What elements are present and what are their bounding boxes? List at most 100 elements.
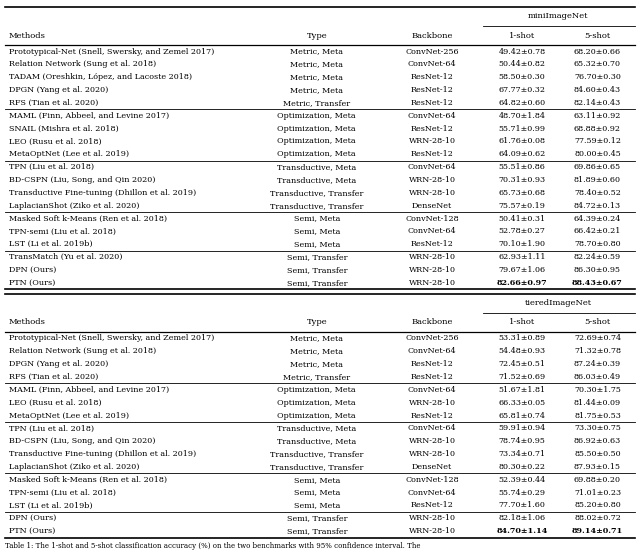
Text: 5-shot: 5-shot (584, 319, 611, 326)
Text: DPN (Ours): DPN (Ours) (9, 514, 56, 522)
Text: Semi, Meta: Semi, Meta (294, 240, 340, 248)
Text: 50.44±0.82: 50.44±0.82 (499, 60, 546, 69)
Text: Metric, Meta: Metric, Meta (291, 335, 343, 342)
Text: Metric, Transfer: Metric, Transfer (284, 373, 350, 381)
Text: WRN-28-10: WRN-28-10 (408, 514, 456, 522)
Text: Prototypical-Net (Snell, Swersky, and Zemel 2017): Prototypical-Net (Snell, Swersky, and Ze… (9, 48, 214, 56)
Text: 59.91±0.94: 59.91±0.94 (499, 424, 546, 432)
Text: Metric, Meta: Metric, Meta (291, 86, 343, 94)
Text: 68.20±0.66: 68.20±0.66 (574, 48, 621, 56)
Text: 55.71±0.99: 55.71±0.99 (499, 124, 546, 133)
Text: TransMatch (Yu et al. 2020): TransMatch (Yu et al. 2020) (9, 253, 122, 261)
Text: ResNet-12: ResNet-12 (411, 240, 453, 248)
Text: Semi, Meta: Semi, Meta (294, 215, 340, 222)
Text: Type: Type (307, 319, 327, 326)
Text: 49.42±0.78: 49.42±0.78 (499, 48, 546, 56)
Text: ConvNet-64: ConvNet-64 (408, 112, 456, 120)
Text: Transductive, Transfer: Transductive, Transfer (270, 463, 364, 471)
Text: 55.51±0.86: 55.51±0.86 (499, 163, 546, 171)
Text: ResNet-12: ResNet-12 (411, 411, 453, 420)
Text: LST (Li et al. 2019b): LST (Li et al. 2019b) (9, 240, 93, 248)
Text: Transductive, Transfer: Transductive, Transfer (270, 189, 364, 197)
Text: 85.20±0.80: 85.20±0.80 (574, 502, 621, 509)
Text: TPN-semi (Liu et al. 2018): TPN-semi (Liu et al. 2018) (9, 488, 116, 497)
Text: 1-shot: 1-shot (509, 32, 536, 39)
Text: 81.75±0.53: 81.75±0.53 (574, 411, 621, 420)
Text: ResNet-12: ResNet-12 (411, 124, 453, 133)
Text: Optimization, Meta: Optimization, Meta (278, 386, 356, 394)
Text: MAML (Finn, Abbeel, and Levine 2017): MAML (Finn, Abbeel, and Levine 2017) (9, 112, 169, 120)
Text: 53.31±0.89: 53.31±0.89 (499, 335, 546, 342)
Text: 66.33±0.05: 66.33±0.05 (499, 399, 546, 406)
Text: ResNet-12: ResNet-12 (411, 373, 453, 381)
Text: SNAIL (Mishra et al. 2018): SNAIL (Mishra et al. 2018) (9, 124, 118, 133)
Text: 64.39±0.24: 64.39±0.24 (573, 215, 621, 222)
Text: Type: Type (307, 32, 327, 39)
Text: LEO (Rusu et al. 2018): LEO (Rusu et al. 2018) (9, 399, 102, 406)
Text: WRN-28-10: WRN-28-10 (408, 138, 456, 145)
Text: ConvNet-256: ConvNet-256 (405, 335, 459, 342)
Text: Masked Soft k-Means (Ren et al. 2018): Masked Soft k-Means (Ren et al. 2018) (9, 476, 167, 484)
Text: DenseNet: DenseNet (412, 202, 452, 210)
Text: Backbone: Backbone (412, 319, 452, 326)
Text: 78.40±0.52: 78.40±0.52 (574, 189, 621, 197)
Text: Relation Network (Sung et al. 2018): Relation Network (Sung et al. 2018) (9, 347, 156, 356)
Text: DPGN (Yang et al. 2020): DPGN (Yang et al. 2020) (9, 360, 108, 368)
Text: Semi, Meta: Semi, Meta (294, 488, 340, 497)
Text: 72.45±0.51: 72.45±0.51 (499, 360, 546, 368)
Text: Optimization, Meta: Optimization, Meta (278, 399, 356, 406)
Text: MAML (Finn, Abbeel, and Levine 2017): MAML (Finn, Abbeel, and Levine 2017) (9, 386, 169, 394)
Text: TPN-semi (Liu et al. 2018): TPN-semi (Liu et al. 2018) (9, 227, 116, 236)
Text: Metric, Meta: Metric, Meta (291, 360, 343, 368)
Text: 72.69±0.74: 72.69±0.74 (574, 335, 621, 342)
Text: 48.70±1.84: 48.70±1.84 (499, 112, 546, 120)
Text: Metric, Transfer: Metric, Transfer (284, 99, 350, 107)
Text: 52.78±0.27: 52.78±0.27 (499, 227, 546, 236)
Text: PTN (Ours): PTN (Ours) (9, 527, 55, 535)
Text: Transductive, Meta: Transductive, Meta (277, 424, 356, 432)
Text: 73.30±0.75: 73.30±0.75 (574, 424, 621, 432)
Text: 82.66±0.97: 82.66±0.97 (497, 279, 548, 286)
Text: BD-CSPN (Liu, Song, and Qin 2020): BD-CSPN (Liu, Song, and Qin 2020) (9, 437, 156, 445)
Text: Optimization, Meta: Optimization, Meta (278, 411, 356, 420)
Text: ConvNet-64: ConvNet-64 (408, 227, 456, 236)
Text: 80.30±0.22: 80.30±0.22 (499, 463, 546, 471)
Text: Transductive, Transfer: Transductive, Transfer (270, 202, 364, 210)
Text: 79.67±1.06: 79.67±1.06 (499, 266, 546, 274)
Text: 51.67±1.81: 51.67±1.81 (499, 386, 546, 394)
Text: 61.76±0.08: 61.76±0.08 (499, 138, 546, 145)
Text: LEO (Rusu et al. 2018): LEO (Rusu et al. 2018) (9, 138, 102, 145)
Text: ResNet-12: ResNet-12 (411, 150, 453, 158)
Text: Table 1: The 1-shot and 5-shot classification accuracy (%) on the two benchmarks: Table 1: The 1-shot and 5-shot classific… (5, 542, 420, 550)
Text: Methods: Methods (9, 32, 46, 39)
Text: WRN-28-10: WRN-28-10 (408, 437, 456, 445)
Text: WRN-28-10: WRN-28-10 (408, 176, 456, 184)
Text: Metric, Meta: Metric, Meta (291, 73, 343, 81)
Text: 55.74±0.29: 55.74±0.29 (499, 488, 546, 497)
Text: ResNet-12: ResNet-12 (411, 360, 453, 368)
Text: 64.09±0.62: 64.09±0.62 (499, 150, 546, 158)
Text: Semi, Meta: Semi, Meta (294, 476, 340, 484)
Text: Relation Network (Sung et al. 2018): Relation Network (Sung et al. 2018) (9, 60, 156, 69)
Text: 70.31±0.93: 70.31±0.93 (499, 176, 546, 184)
Text: WRN-28-10: WRN-28-10 (408, 279, 456, 286)
Text: ConvNet-64: ConvNet-64 (408, 488, 456, 497)
Text: Metric, Meta: Metric, Meta (291, 60, 343, 69)
Text: 73.34±0.71: 73.34±0.71 (499, 450, 546, 458)
Text: Optimization, Meta: Optimization, Meta (278, 150, 356, 158)
Text: 5-shot: 5-shot (584, 32, 611, 39)
Text: 86.30±0.95: 86.30±0.95 (574, 266, 621, 274)
Text: ResNet-12: ResNet-12 (411, 86, 453, 94)
Text: 67.77±0.32: 67.77±0.32 (499, 86, 546, 94)
Text: 86.92±0.63: 86.92±0.63 (574, 437, 621, 445)
Text: MetaOptNet (Lee et al. 2019): MetaOptNet (Lee et al. 2019) (9, 411, 129, 420)
Text: Semi, Transfer: Semi, Transfer (287, 527, 347, 535)
Text: WRN-28-10: WRN-28-10 (408, 450, 456, 458)
Text: ConvNet-64: ConvNet-64 (408, 424, 456, 432)
Text: 1-shot: 1-shot (509, 319, 536, 326)
Text: 85.50±0.50: 85.50±0.50 (574, 450, 621, 458)
Text: 77.70±1.60: 77.70±1.60 (499, 502, 546, 509)
Text: TPN (Liu et al. 2018): TPN (Liu et al. 2018) (9, 163, 94, 171)
Text: 71.32±0.78: 71.32±0.78 (574, 347, 621, 356)
Text: Metric, Meta: Metric, Meta (291, 48, 343, 56)
